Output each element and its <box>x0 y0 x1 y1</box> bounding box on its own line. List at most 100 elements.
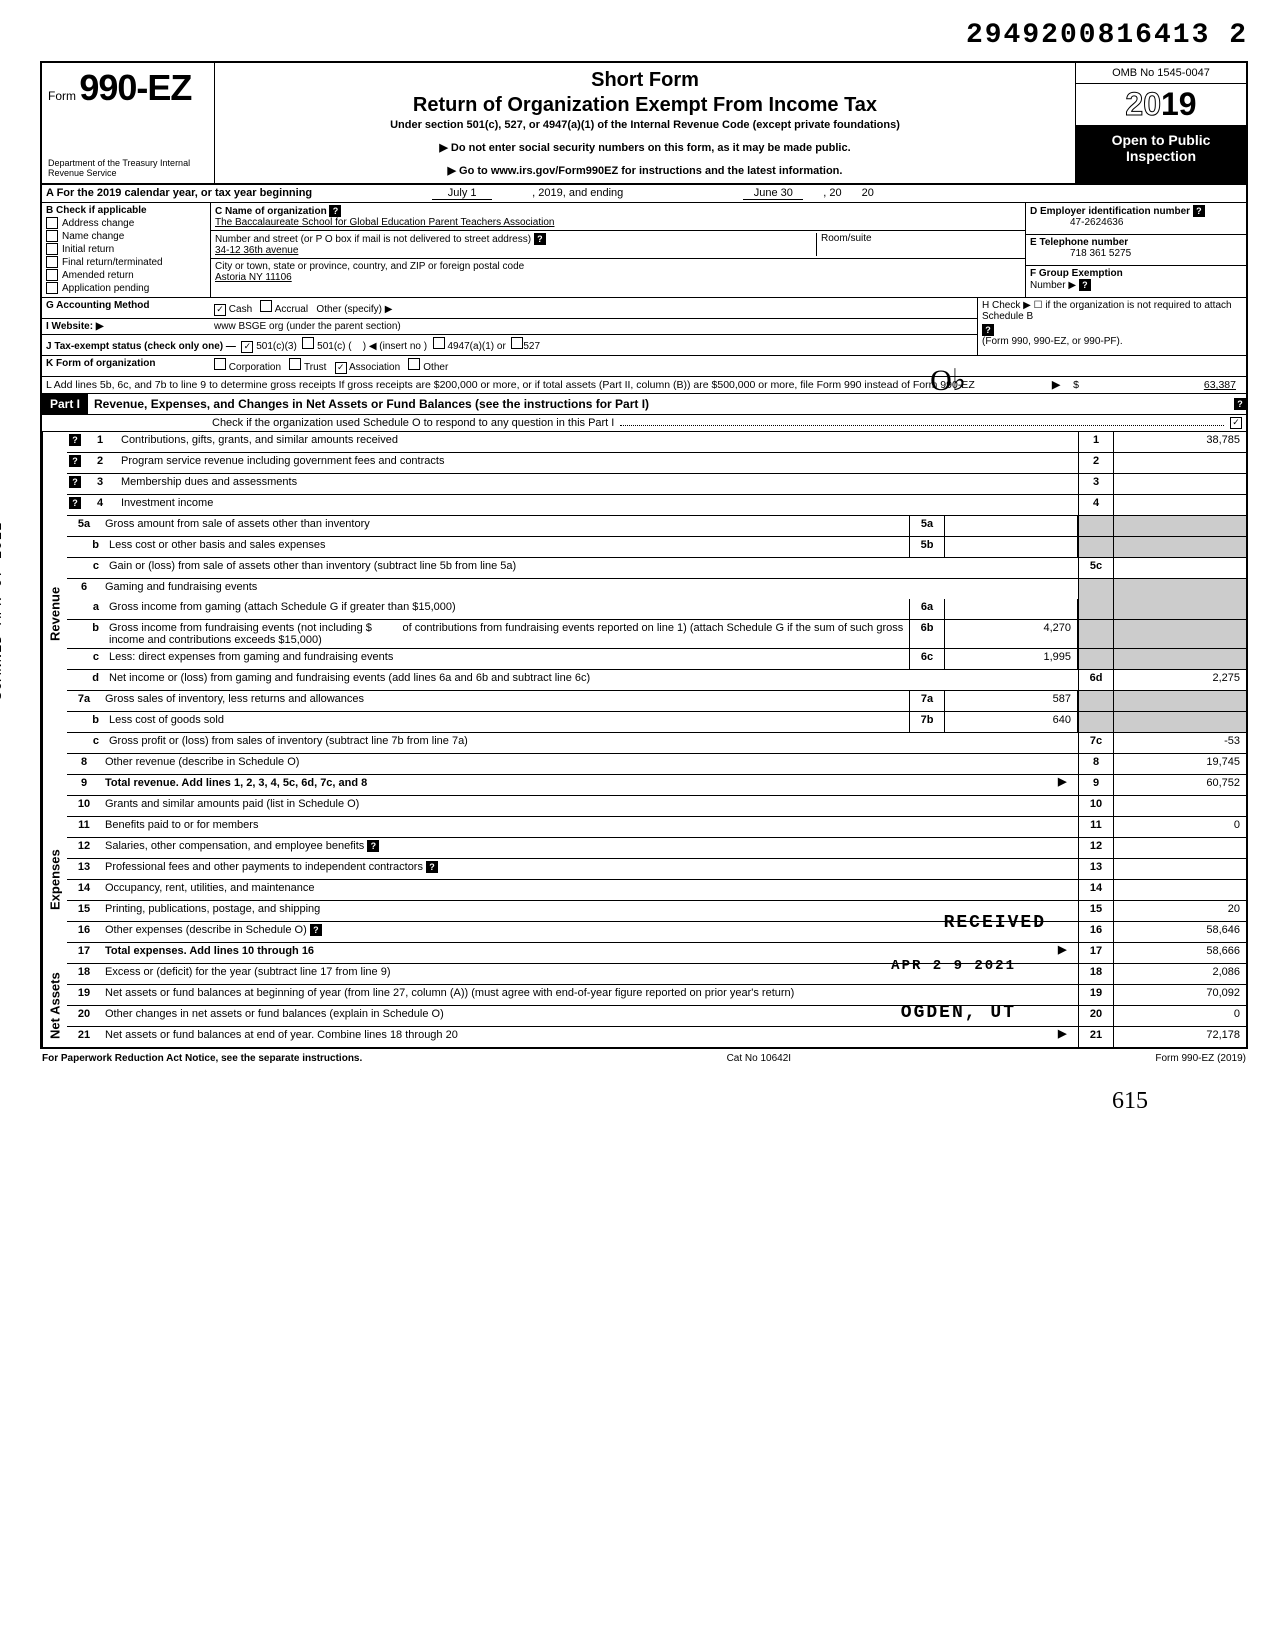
begin-date[interactable]: July 1 <box>432 187 492 200</box>
line19-val[interactable]: 70,092 <box>1114 985 1246 1005</box>
cb-accrual[interactable] <box>260 300 272 312</box>
form-org-label: K Form of organization <box>42 356 210 376</box>
phone-value[interactable]: 718 361 5275 <box>1070 248 1131 259</box>
help-icon[interactable]: ? <box>426 861 438 873</box>
line4-val[interactable] <box>1114 495 1246 515</box>
help-icon[interactable]: ? <box>534 233 546 245</box>
line15-val[interactable]: 20 <box>1114 901 1246 921</box>
help-icon[interactable]: ? <box>69 434 81 446</box>
help-icon[interactable]: ? <box>367 840 379 852</box>
line7b-desc: Less cost of goods sold <box>105 712 909 732</box>
cb-other-org[interactable] <box>408 358 420 370</box>
form-subtitle: Under section 501(c), 527, or 4947(a)(1)… <box>225 119 1065 131</box>
help-icon[interactable]: ? <box>1234 398 1246 410</box>
line21-val[interactable]: 72,178 <box>1114 1027 1246 1047</box>
help-icon[interactable]: ? <box>982 324 994 336</box>
year-prefix: 20 <box>1125 86 1161 122</box>
section-bcdef: B Check if applicable Address change Nam… <box>42 203 1246 298</box>
help-icon[interactable]: ? <box>69 455 81 467</box>
lbl-501c3: 501(c)(3) <box>256 341 297 352</box>
line20-desc: Other changes in net assets or fund bala… <box>101 1006 1078 1026</box>
lbl-501c: 501(c) ( <box>317 341 351 352</box>
line6b-val[interactable]: 4,270 <box>945 620 1078 648</box>
line10-val[interactable] <box>1114 796 1246 816</box>
line14-val[interactable] <box>1114 880 1246 900</box>
line11-desc: Benefits paid to or for members <box>101 817 1078 837</box>
header-left: Form 990-EZ Department of the Treasury I… <box>42 63 215 183</box>
end-date[interactable]: June 30 <box>743 187 803 200</box>
line11-val[interactable]: 0 <box>1114 817 1246 837</box>
line20-val[interactable]: 0 <box>1114 1006 1246 1026</box>
line15-desc: Printing, publications, postage, and shi… <box>101 901 1078 921</box>
line2-val[interactable] <box>1114 453 1246 473</box>
initials: O♭ <box>930 363 966 398</box>
street-address[interactable]: 34-12 36th avenue <box>215 245 298 256</box>
cb-schedule-o[interactable]: ✓ <box>1230 417 1242 429</box>
header-center: Short Form Return of Organization Exempt… <box>215 63 1075 183</box>
form-number: 990-EZ <box>79 67 191 108</box>
cb-501c[interactable] <box>302 337 314 349</box>
cb-501c3[interactable]: ✓ <box>241 341 253 353</box>
room-label: Room/suite <box>821 233 872 244</box>
cb-assoc[interactable]: ✓ <box>335 362 347 374</box>
website-value[interactable]: www BSGE org (under the parent section) <box>210 319 405 334</box>
help-icon[interactable]: ? <box>1193 205 1205 217</box>
row-a-tax-year: A For the 2019 calendar year, or tax yea… <box>42 185 1246 203</box>
line13-val[interactable] <box>1114 859 1246 879</box>
cb-address-change[interactable] <box>46 217 58 229</box>
cb-corp[interactable] <box>214 358 226 370</box>
line8-val[interactable]: 19,745 <box>1114 754 1246 774</box>
line8-desc: Other revenue (describe in Schedule O) <box>101 754 1078 774</box>
line12-desc: Salaries, other compensation, and employ… <box>101 838 1078 858</box>
year-suffix: 19 <box>1161 86 1197 122</box>
line6c-val[interactable]: 1,995 <box>945 649 1078 669</box>
col-c-org-info: C Name of organization ? The Baccalaurea… <box>211 203 1025 297</box>
ein-value[interactable]: 47-2624636 <box>1070 217 1123 228</box>
cb-amended[interactable] <box>46 269 58 281</box>
line6-desc: Gaming and fundraising events <box>101 579 1078 599</box>
cb-cash[interactable]: ✓ <box>214 304 226 316</box>
line16-val[interactable]: 58,646 <box>1114 922 1246 942</box>
line9-val[interactable]: 60,752 <box>1114 775 1246 795</box>
footer-left: For Paperwork Reduction Act Notice, see … <box>42 1053 362 1064</box>
cb-4947[interactable] <box>433 337 445 349</box>
line3-val[interactable] <box>1114 474 1246 494</box>
help-icon[interactable]: ? <box>329 205 341 217</box>
line12-val[interactable] <box>1114 838 1246 858</box>
gross-receipts[interactable]: 63,387 <box>1086 379 1242 391</box>
cb-pending[interactable] <box>46 282 58 294</box>
line13-desc: Professional fees and other payments to … <box>101 859 1078 879</box>
cb-final-return[interactable] <box>46 256 58 268</box>
line10-desc: Grants and similar amounts paid (list in… <box>101 796 1078 816</box>
lbl-trust: Trust <box>304 362 326 373</box>
row-l-arrow: ▶ <box>1046 379 1066 391</box>
line17-val[interactable]: 58,666 <box>1114 943 1246 963</box>
line5b-val[interactable] <box>945 537 1078 557</box>
cb-name-change[interactable] <box>46 230 58 242</box>
cb-trust[interactable] <box>289 358 301 370</box>
expenses-section: Expenses 10Grants and similar amounts pa… <box>42 796 1246 964</box>
help-icon[interactable]: ? <box>1079 279 1091 291</box>
help-icon[interactable]: ? <box>69 476 81 488</box>
line7c-val[interactable]: -53 <box>1114 733 1246 753</box>
line1-val[interactable]: 38,785 <box>1114 432 1246 452</box>
line5a-desc: Gross amount from sale of assets other t… <box>101 516 909 536</box>
org-name[interactable]: The Baccalaureate School for Global Educ… <box>215 217 554 228</box>
row-h-text2: (Form 990, 990-EZ, or 990-PF). <box>982 336 1242 347</box>
cb-527[interactable] <box>511 337 523 349</box>
line7b-val[interactable]: 640 <box>945 712 1078 732</box>
line6d-val[interactable]: 2,275 <box>1114 670 1246 690</box>
city-state-zip[interactable]: Astoria NY 11106 <box>215 272 292 283</box>
org-name-label: C Name of organization <box>215 206 327 217</box>
end-year[interactable]: 20 <box>862 187 874 200</box>
cb-initial-return[interactable] <box>46 243 58 255</box>
help-icon[interactable]: ? <box>310 924 322 936</box>
handwritten-615: 615 <box>40 1088 1248 1115</box>
line5a-val[interactable] <box>945 516 1078 536</box>
line18-val[interactable]: 2,086 <box>1114 964 1246 984</box>
line6a-val[interactable] <box>945 599 1078 619</box>
line5c-val[interactable] <box>1114 558 1246 578</box>
line3-desc: Membership dues and assessments <box>117 474 1078 494</box>
line7a-val[interactable]: 587 <box>945 691 1078 711</box>
help-icon[interactable]: ? <box>69 497 81 509</box>
